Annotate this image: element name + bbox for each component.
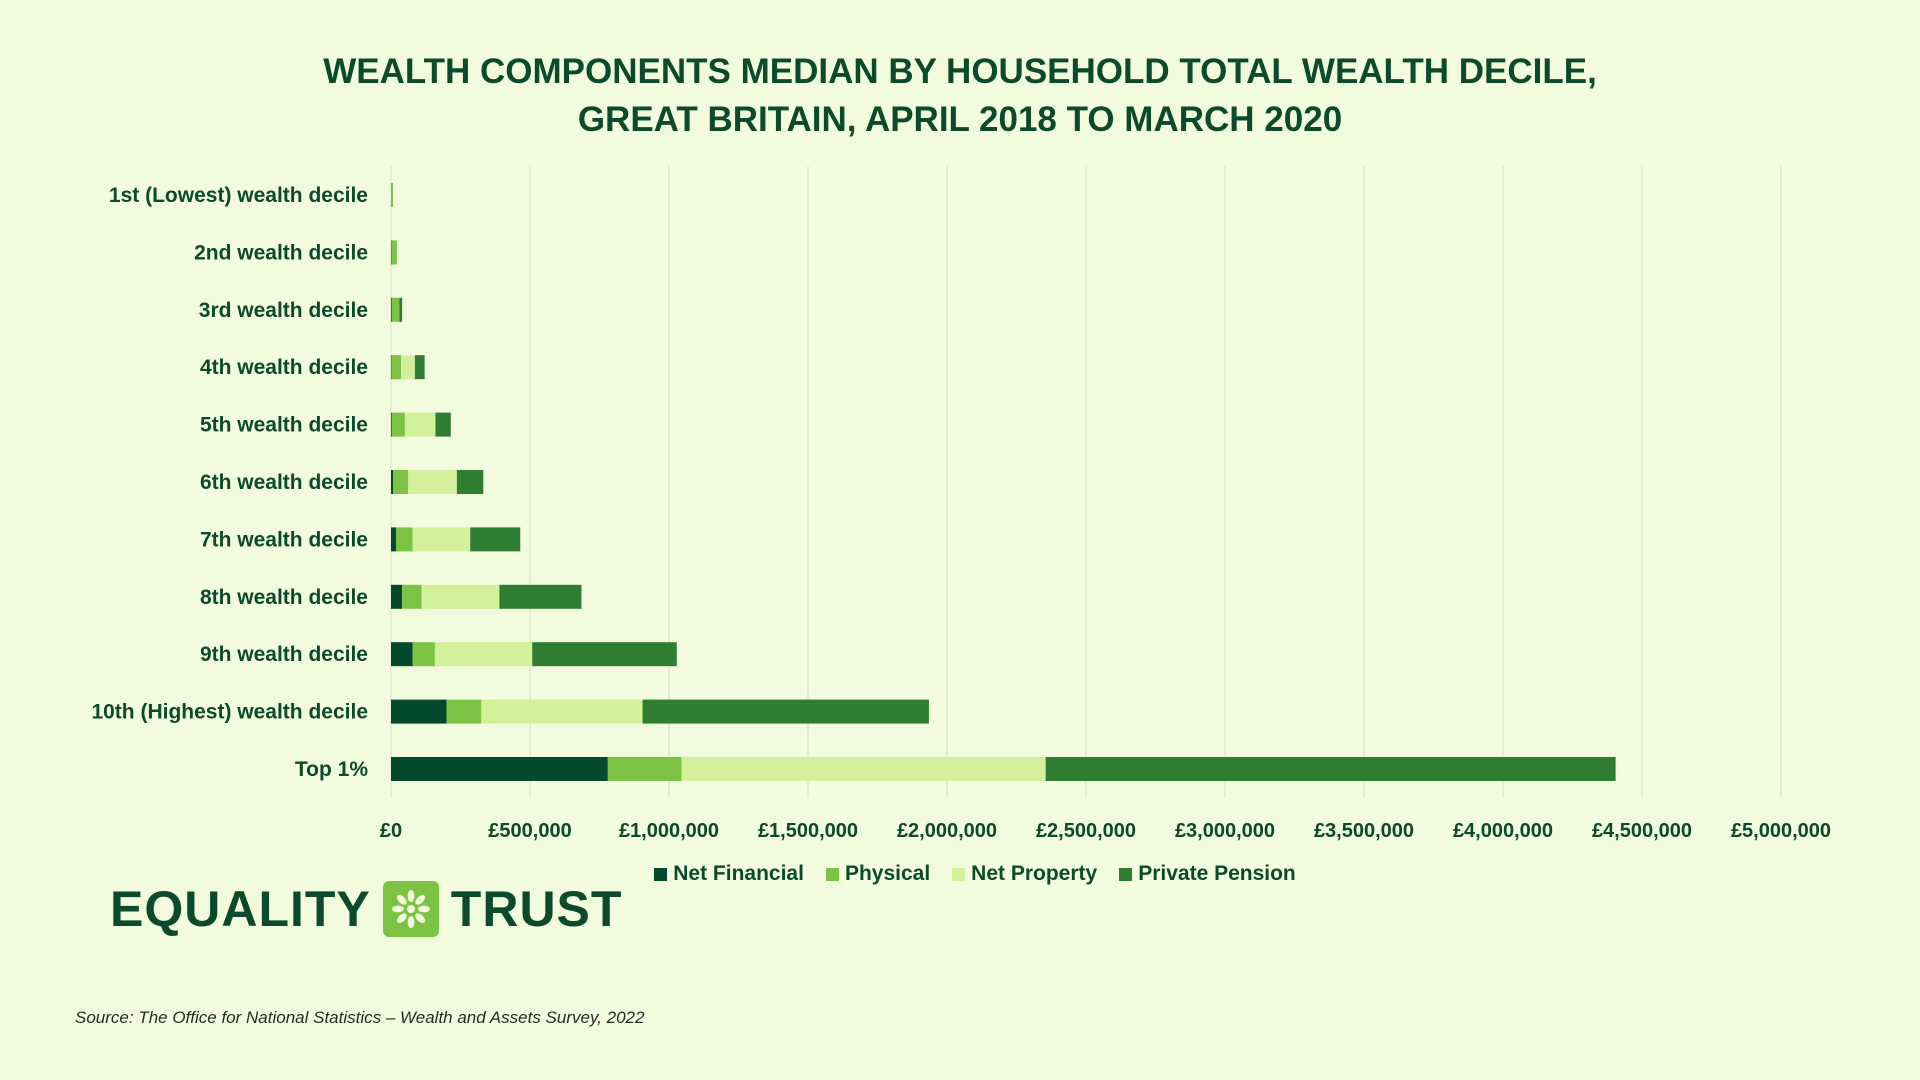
y-category-label: 3rd wealth decile: [199, 299, 368, 322]
bar-segment-private-pension: [499, 584, 582, 609]
bar-segment-net-financial: [391, 527, 397, 552]
bar-segment-physical: [446, 699, 482, 724]
bar-segment-net-property: [412, 527, 471, 552]
bar-segment-private-pension: [470, 527, 521, 552]
y-category-label: 6th wealth decile: [200, 471, 368, 494]
y-category-label: 2nd wealth decile: [194, 241, 368, 264]
y-category-label: 4th wealth decile: [200, 356, 368, 379]
legend-label: Net Property: [971, 862, 1098, 885]
bar-segment-private-pension: [456, 470, 484, 494]
y-category-label: 10th (Highest) wealth decile: [91, 701, 368, 724]
bar-segment-physical: [391, 412, 405, 437]
legend-swatch: [1119, 867, 1133, 881]
bar-segment-private-pension: [414, 355, 425, 380]
bar-segment-private-pension: [399, 297, 403, 322]
x-tick-label: £4,000,000: [1453, 820, 1553, 842]
legend-swatch: [825, 867, 839, 881]
bar-segment-private-pension: [1045, 757, 1616, 781]
logo-text-equality: EQUALITY: [110, 881, 371, 937]
legend-swatch: [654, 867, 668, 881]
bar-segment-private-pension: [435, 412, 451, 437]
y-category-label: 1st (Lowest) wealth decile: [109, 184, 368, 207]
x-tick-label: £5,000,000: [1731, 820, 1831, 842]
bar-segment-physical: [412, 642, 435, 667]
y-category-label: 7th wealth decile: [200, 528, 368, 551]
legend-item-net-property: Net Property: [952, 862, 1097, 886]
bar-segment-net-financial: [391, 699, 447, 724]
bar-segment-physical: [391, 183, 393, 207]
legend-item-physical: Physical: [825, 862, 931, 886]
x-tick-label: £3,500,000: [1314, 820, 1414, 842]
chart-title-line-2: GREAT BRITAIN, APRIL 2018 TO MARCH 2020: [577, 100, 1343, 139]
bar-segment-net-property: [421, 584, 500, 609]
bar-segment-physical: [607, 757, 682, 781]
bar-segment-private-pension: [642, 699, 929, 724]
legend-swatch: [952, 867, 966, 881]
chart-title-line-1: WEALTH COMPONENTS MEDIAN BY HOUSEHOLD TO…: [323, 52, 1597, 91]
bar-segment-net-property: [401, 355, 415, 380]
bar-segment-net-financial: [391, 642, 413, 667]
bar-segment-net-property: [434, 642, 533, 667]
x-tick-label: £4,500,000: [1592, 820, 1692, 842]
bar-segment-private-pension: [532, 642, 677, 667]
x-tick-label: £2,000,000: [897, 820, 997, 842]
legend-item-net-financial: Net Financial: [654, 862, 804, 886]
logo-text-trust: TRUST: [450, 881, 623, 937]
bar-segment-physical: [391, 355, 402, 380]
equality-trust-logo: EQUALITY TRUST: [110, 880, 622, 938]
legend-label: Private Pension: [1138, 862, 1296, 885]
x-tick-label: £1,000,000: [619, 820, 719, 842]
y-category-label: 9th wealth decile: [200, 643, 368, 666]
legend-item-private-pension: Private Pension: [1119, 862, 1296, 886]
x-tick-label: £0: [380, 820, 402, 842]
y-category-label: 5th wealth decile: [200, 414, 368, 437]
asterisk-flower-icon: [382, 881, 439, 937]
bar-segment-net-financial: [391, 757, 608, 781]
bar-segment-net-property: [681, 757, 1046, 781]
bar-segment-net-property: [408, 470, 457, 494]
chart-title: WEALTH COMPONENTS MEDIAN BY HOUSEHOLD TO…: [0, 48, 1920, 144]
bar-segment-physical: [396, 527, 413, 552]
bar-segment-physical: [393, 470, 409, 494]
bar-segment-net-property: [481, 699, 643, 724]
bar-segment-physical: [402, 584, 422, 609]
bar-segment-net-financial: [391, 470, 394, 494]
x-tick-label: £1,500,000: [758, 820, 858, 842]
legend-label: Physical: [844, 862, 931, 885]
x-tick-label: £3,000,000: [1175, 820, 1275, 842]
y-category-label: Top 1%: [295, 758, 368, 781]
x-tick-label: £2,500,000: [1036, 820, 1136, 842]
legend-label: Net Financial: [673, 862, 804, 885]
bar-segment-physical: [391, 297, 400, 322]
y-category-label: 8th wealth decile: [200, 586, 368, 609]
x-tick-label: £500,000: [488, 820, 571, 842]
source-note: Source: The Office for National Statisti…: [75, 1008, 645, 1027]
bar-segment-physical: [391, 240, 397, 265]
bar-segment-net-financial: [391, 584, 403, 609]
chart-legend: Net Financial Physical Net Property Private…: [0, 862, 1920, 886]
bar-segment-net-property: [404, 412, 436, 437]
